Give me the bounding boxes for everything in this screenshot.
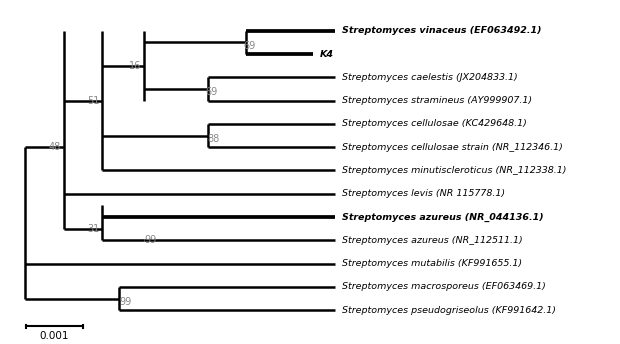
Text: K4: K4 xyxy=(319,50,334,58)
Text: Streptomyces stramineus (AY999907.1): Streptomyces stramineus (AY999907.1) xyxy=(342,96,532,105)
Text: 88: 88 xyxy=(208,134,220,144)
Text: Streptomyces cellulosae (KC429648.1): Streptomyces cellulosae (KC429648.1) xyxy=(342,119,526,128)
Text: Streptomyces caelestis (JX204833.1): Streptomyces caelestis (JX204833.1) xyxy=(342,73,518,82)
Text: 48: 48 xyxy=(49,142,61,152)
Text: Streptomyces azureus (NR_044136.1): Streptomyces azureus (NR_044136.1) xyxy=(342,213,543,222)
Text: 99: 99 xyxy=(144,235,156,245)
Text: Streptomyces vinaceus (EF063492.1): Streptomyces vinaceus (EF063492.1) xyxy=(342,26,541,35)
Text: Streptomyces mutabilis (KF991655.1): Streptomyces mutabilis (KF991655.1) xyxy=(342,259,522,268)
Text: Streptomyces pseudogriseolus (KF991642.1): Streptomyces pseudogriseolus (KF991642.1… xyxy=(342,306,556,315)
Text: Streptomyces levis (NR 115778.1): Streptomyces levis (NR 115778.1) xyxy=(342,189,505,198)
Text: Streptomyces azureus (NR_112511.1): Streptomyces azureus (NR_112511.1) xyxy=(342,236,523,245)
Text: 51: 51 xyxy=(87,96,100,106)
Text: 0.001: 0.001 xyxy=(40,331,69,341)
Text: 31: 31 xyxy=(87,224,100,234)
Text: 99: 99 xyxy=(119,297,131,307)
Text: Streptomyces cellulosae strain (NR_112346.1): Streptomyces cellulosae strain (NR_11234… xyxy=(342,143,562,152)
Text: Streptomyces macrosporeus (EF063469.1): Streptomyces macrosporeus (EF063469.1) xyxy=(342,282,546,291)
Text: 16: 16 xyxy=(129,61,141,71)
Text: 69: 69 xyxy=(244,41,256,51)
Text: 69: 69 xyxy=(205,87,217,97)
Text: Streptomyces minutiscleroticus (NR_112338.1): Streptomyces minutiscleroticus (NR_11233… xyxy=(342,166,566,175)
